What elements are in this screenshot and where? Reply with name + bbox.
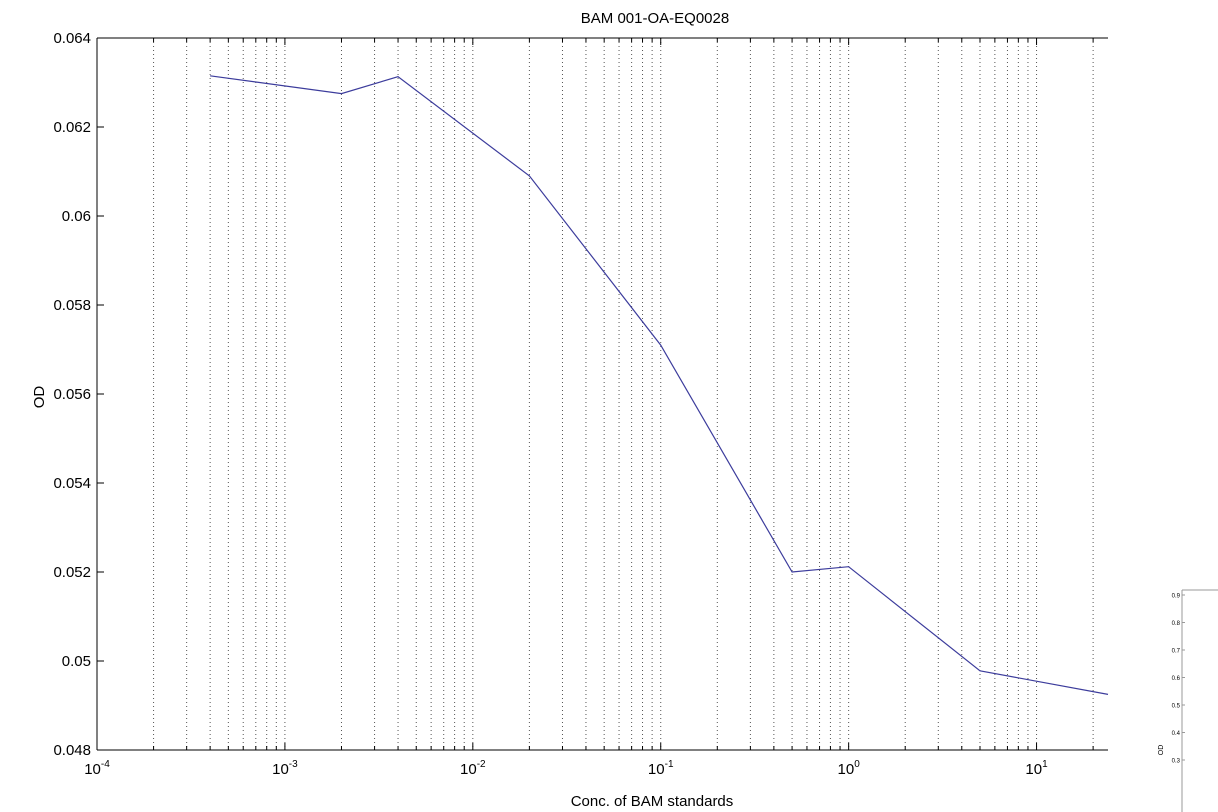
y-tick-label: 0.064 [53, 30, 91, 47]
inset-y-tick-labels: 0.9 0.8 0.7 0.6 0.5 0.4 0.3 [1172, 594, 1185, 765]
inset-y-tick-label: 0.4 [1172, 731, 1181, 737]
x-tick-label: 10-3 [272, 759, 298, 778]
y-tick-label: 0.054 [53, 475, 91, 492]
x-axis-label: Conc. of BAM standards [571, 793, 734, 810]
inset-y-axis-label: OD [1158, 745, 1165, 756]
x-tick-labels: 10-4 10-3 10-2 10-1 100 101 [84, 759, 1048, 778]
x-tick-label: 10-2 [460, 759, 486, 778]
axes [96, 37, 1108, 751]
inset-y-tick-label: 0.9 [1172, 594, 1181, 600]
inset-chart-thumbnail: 0.9 0.8 0.7 0.6 0.5 0.4 0.3 OD [1110, 585, 1218, 812]
inset-y-tick-label: 0.7 [1172, 649, 1181, 655]
grid-lines [153, 38, 1094, 750]
x-tick-label: 10-4 [84, 759, 110, 778]
x-tick-label: 10-1 [648, 759, 674, 778]
x-tick-label: 101 [1025, 759, 1048, 778]
inset-y-tick-label: 0.6 [1172, 676, 1181, 682]
y-tick-label: 0.048 [53, 742, 91, 759]
y-axis-label: OD [31, 386, 48, 409]
inset-background [1110, 585, 1218, 812]
underlying-window-area [1108, 30, 1218, 590]
y-tick-label: 0.052 [53, 564, 91, 581]
series-line [210, 75, 1109, 695]
y-tick-label: 0.05 [62, 653, 91, 670]
y-tick-labels: 0.048 0.05 0.052 0.054 0.056 0.058 0.06 0.062 0.… [53, 30, 91, 759]
inset-y-tick-label: 0.3 [1172, 759, 1181, 765]
y-tick-label: 0.058 [53, 297, 91, 314]
y-tick-label: 0.06 [62, 208, 91, 225]
x-tick-label: 100 [838, 759, 861, 778]
chart-title: BAM 001-OA-EQ0028 [581, 10, 729, 27]
data-series [210, 75, 1109, 695]
y-tick-label: 0.056 [53, 386, 91, 403]
y-tick-label: 0.062 [53, 119, 91, 136]
inset-y-tick-label: 0.5 [1172, 704, 1181, 710]
inset-y-tick-label: 0.8 [1172, 621, 1181, 627]
